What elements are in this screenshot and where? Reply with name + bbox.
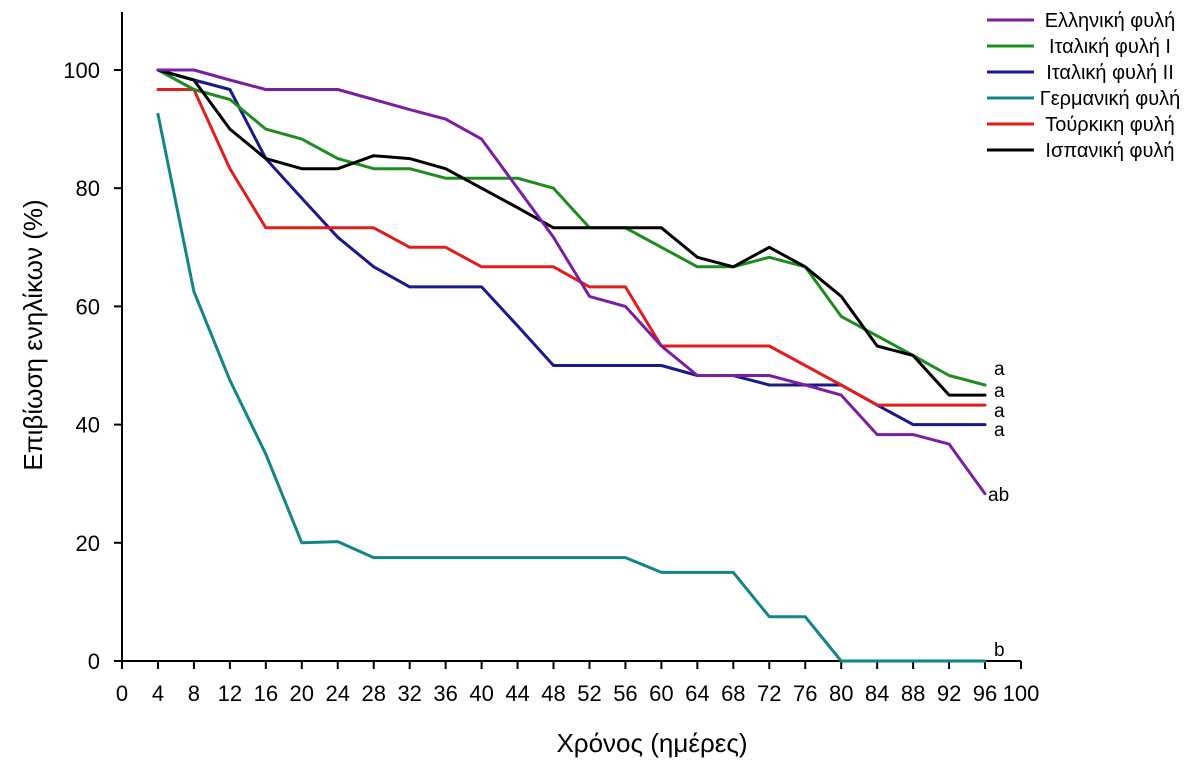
- x-tick-label: 60: [649, 681, 673, 706]
- x-tick-label: 64: [685, 681, 709, 706]
- legend-item-1[interactable]: Ελληνική φυλή: [987, 10, 1175, 32]
- x-tick-label: 40: [469, 681, 493, 706]
- y-tick-label: 60: [76, 294, 100, 319]
- legend-label: Τούρκικη φυλή: [1045, 114, 1175, 136]
- x-tick-label: 92: [937, 681, 961, 706]
- legend-item-3[interactable]: Ιταλική φυλή ΙΙ: [987, 62, 1174, 84]
- x-tick-label: 72: [757, 681, 781, 706]
- series-line-3: [156, 68, 987, 427]
- x-tick-label: 68: [721, 681, 745, 706]
- x-tick-label: 52: [577, 681, 601, 706]
- series-line-5: [156, 88, 987, 407]
- y-tick-label: 40: [76, 413, 100, 438]
- x-tick-label: 56: [613, 681, 637, 706]
- legend-label: Ισπανική φυλή: [1045, 140, 1174, 162]
- x-tick-label: 16: [254, 681, 278, 706]
- x-axis-title: Χρόνος (ημέρες): [556, 728, 747, 758]
- series-layer: [156, 68, 987, 663]
- x-tick-label: 88: [901, 681, 925, 706]
- legend-label: Γερμανική φυλή: [1040, 88, 1181, 110]
- legend-item-6[interactable]: Ισπανική φυλή: [987, 140, 1175, 162]
- y-axis-title: Επιβίωση ενηλίκων (%): [18, 199, 48, 470]
- legend-item-5[interactable]: Τούρκικη φυλή: [987, 114, 1175, 136]
- x-tick-label: 76: [793, 681, 817, 706]
- x-tick-label: 0: [116, 681, 128, 706]
- end-label-series-6: a: [994, 381, 1005, 402]
- x-tick-label: 36: [433, 681, 457, 706]
- x-tick-label: 8: [188, 681, 200, 706]
- legend[interactable]: Ελληνική φυλή Ιταλική φυλή Ι Ιταλική φυλή …: [987, 10, 1180, 162]
- x-tick-label: 20: [290, 681, 314, 706]
- y-tick-label: 20: [76, 531, 100, 556]
- legend-item-2[interactable]: Ιταλική φυλή Ι: [987, 36, 1171, 58]
- x-tick-label: 80: [829, 681, 853, 706]
- legend-label: Ελληνική φυλή: [1045, 10, 1176, 32]
- x-tick-label: 84: [865, 681, 889, 706]
- series-line-6: [156, 68, 987, 397]
- x-tick-label: 12: [218, 681, 242, 706]
- x-tick-label: 28: [361, 681, 385, 706]
- end-label-series-1: ab: [988, 485, 1009, 506]
- end-label-series-3: a: [994, 420, 1005, 441]
- legend-label: Ιταλική φυλή ΙΙ: [1046, 62, 1174, 84]
- series-line-2: [156, 68, 987, 387]
- series-line-1: [156, 68, 987, 496]
- y-tick-label: 100: [63, 58, 100, 83]
- x-tick-label: 32: [397, 681, 421, 706]
- x-tick-label: 48: [541, 681, 565, 706]
- legend-label: Ιταλική φυλή Ι: [1049, 36, 1171, 58]
- series-line-4: [156, 112, 987, 663]
- end-label-series-2: a: [994, 359, 1005, 380]
- x-tick-label: 4: [152, 681, 164, 706]
- y-tick-label: 80: [76, 176, 100, 201]
- x-tick-label: 24: [326, 681, 350, 706]
- legend-item-4[interactable]: Γερμανική φυλή: [987, 88, 1180, 110]
- end-label-series-4: b: [994, 640, 1005, 661]
- end-label-series-5: a: [994, 401, 1005, 422]
- x-tick-label: 44: [505, 681, 529, 706]
- x-tick-label: 100: [1003, 681, 1040, 706]
- y-tick-label: 0: [88, 649, 100, 674]
- x-tick-label: 96: [973, 681, 997, 706]
